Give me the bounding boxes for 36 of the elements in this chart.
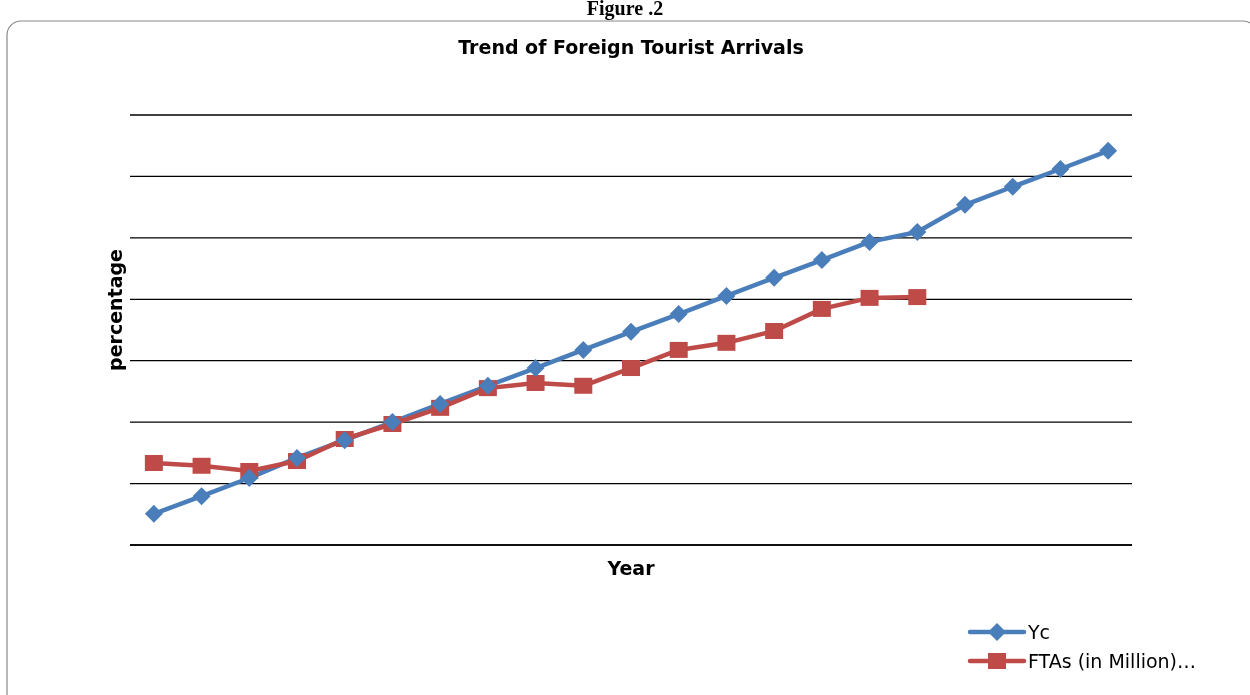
point <box>574 377 593 394</box>
point <box>908 223 927 242</box>
point <box>192 487 211 506</box>
point <box>240 469 259 487</box>
point <box>622 322 640 341</box>
point <box>1051 160 1070 178</box>
legend-label: FTAs (in Million)… <box>1028 650 1197 672</box>
point <box>144 455 163 472</box>
point <box>669 341 688 358</box>
point <box>288 448 306 467</box>
point <box>812 251 831 270</box>
chart-title: Trend of Foreign Tourist Arrivals <box>458 36 804 58</box>
point <box>431 394 450 413</box>
legend-label: Yc <box>1027 621 1051 643</box>
point <box>717 286 736 305</box>
point <box>478 376 497 395</box>
point <box>622 360 640 377</box>
point <box>574 340 593 359</box>
point <box>526 375 545 392</box>
point <box>669 305 688 324</box>
x-axis-title: Year <box>606 557 656 579</box>
point <box>192 457 211 474</box>
point <box>908 289 927 306</box>
point <box>765 322 784 339</box>
point <box>526 359 545 378</box>
point <box>956 195 974 214</box>
text: Figure .2 <box>586 0 664 20</box>
point <box>144 504 163 523</box>
point <box>860 289 879 306</box>
point <box>860 232 879 251</box>
point <box>765 268 784 287</box>
point <box>812 300 831 317</box>
y-axis-title: percentage <box>104 249 126 371</box>
point <box>717 334 736 351</box>
point <box>1099 141 1118 160</box>
point <box>1003 177 1022 196</box>
